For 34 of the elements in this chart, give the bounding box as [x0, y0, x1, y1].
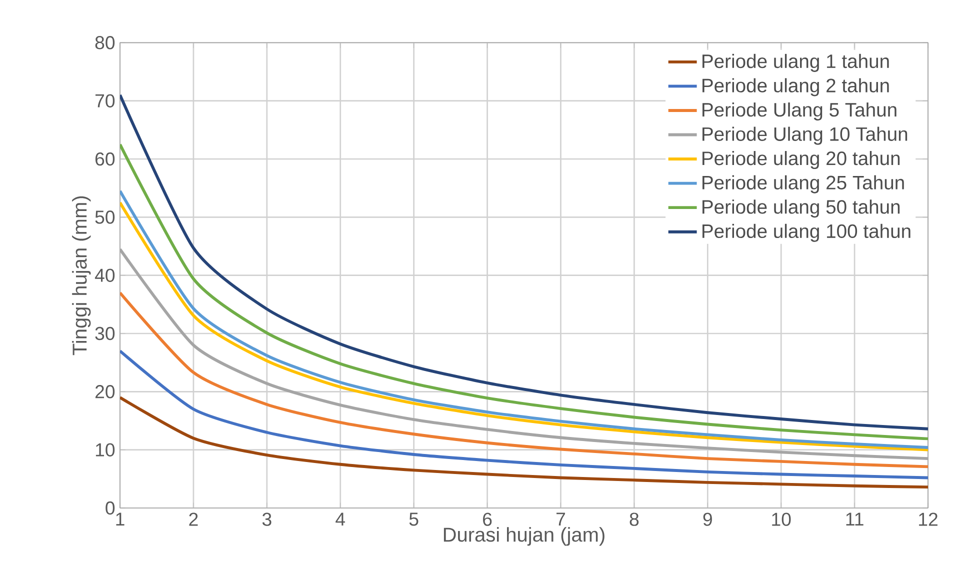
line-series [120, 291, 928, 468]
x-tick-label: 11 [846, 512, 864, 526]
x-tick-label: 1 [116, 512, 124, 526]
x-tick-label: 7 [556, 512, 565, 526]
y-tick-label: 80 [95, 36, 115, 50]
x-tick-label: 4 [336, 512, 346, 526]
x-tick-label: 12 [919, 512, 938, 526]
y-tick-label: 30 [95, 326, 115, 340]
line-series [120, 396, 928, 489]
x-tick-label: 3 [262, 512, 272, 526]
x-tick-label: 2 [189, 512, 198, 526]
legend-label: Periode ulang 20 tahun [702, 151, 900, 170]
y-tick-label: 70 [95, 94, 115, 108]
line-series [120, 349, 928, 480]
x-tick-label: 5 [409, 512, 418, 526]
legend-label: Periode ulang 100 tahun [702, 224, 910, 242]
y-axis-title: Tinggi hujan (mm) [72, 196, 91, 356]
y-tick-label: 0 [106, 501, 115, 515]
legend-label: Periode ulang 25 Tahun [702, 175, 904, 194]
x-tick-label: 6 [483, 512, 492, 526]
x-axis-title: Durasi hujan (jam) [444, 527, 604, 546]
y-tick-label: 20 [95, 385, 115, 398]
y-tick-label: 60 [95, 152, 115, 166]
legend-label: Periode Ulang 10 Tahun [702, 126, 908, 145]
y-tick-label: 10 [96, 443, 115, 456]
x-tick-label: 10 [772, 512, 791, 526]
legend-label: Periode ulang 50 tahun [702, 200, 900, 218]
y-tick-label: 50 [95, 210, 115, 224]
legend-label: Periode ulang 1 tahun [702, 54, 889, 72]
legend-label: Periode ulang 2 tahun [702, 78, 889, 96]
legend-label: Periode Ulang 5 Tahun [702, 102, 896, 120]
y-tick-label: 40 [94, 268, 115, 282]
x-tick-label: 9 [703, 512, 712, 526]
x-tick-label: 8 [630, 512, 639, 526]
